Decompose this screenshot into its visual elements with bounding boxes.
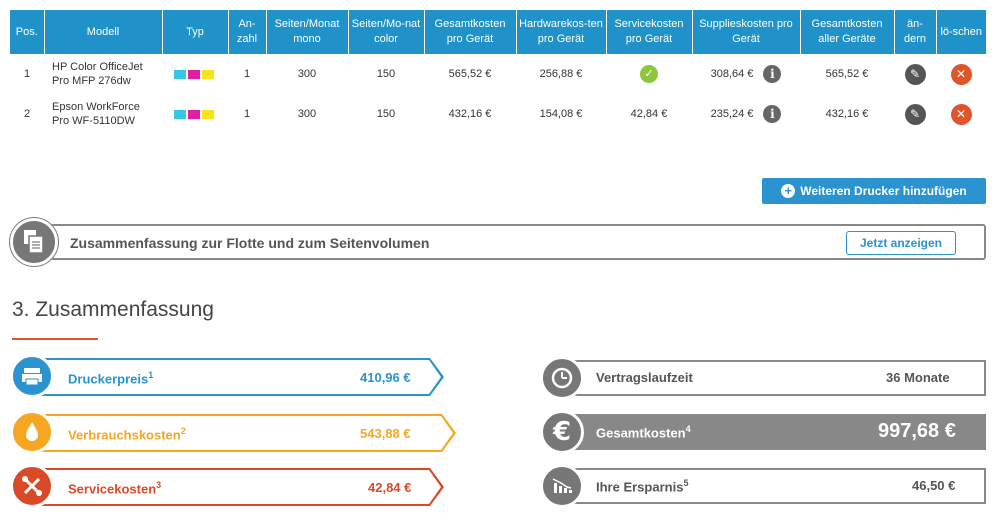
col-header-pages-mono: Seiten/Monat mono [266,10,349,54]
row-pages-color: 150 [376,68,396,80]
summary-consumables: Verbrauchskosten2 543,88 € [10,410,460,454]
summary-label: Ihre Ersparnis5 [596,478,689,495]
summary-label: Verbrauchskosten2 [68,426,186,443]
row-service: ✓ [606,54,692,94]
supplies-value: 235,24 € [710,107,754,120]
row-model: HP Color OfficeJet Pro MFP 276dw [52,61,143,87]
row-total-all: 565,52 € [825,68,869,80]
check-icon: ✓ [640,65,658,83]
info-icon[interactable]: i [763,65,782,83]
row-total-all: 432,16 € [825,108,869,120]
table-row: 2 Epson WorkForce Pro WF-5110DW 1 300 15… [10,94,986,134]
drop-icon [10,410,54,454]
col-header-total-all: Gesamtkosten aller Geräte [800,10,895,54]
plus-icon: + [781,184,796,198]
summary-value: 543,88 € [360,426,411,441]
delete-icon[interactable]: ✕ [950,63,972,85]
summary-value: 410,96 € [360,370,411,385]
row-service: 42,84 € [630,108,668,120]
summary-service: Servicekosten3 42,84 € [10,464,444,508]
summary-savings: Ihre Ersparnis5 46,50 € [540,464,986,508]
printer-table: Pos. Modell Typ An-zahl Seiten/Monat mon… [10,10,986,134]
yellow-swatch [202,109,214,119]
fleet-document-icon [10,218,58,266]
col-header-quantity: An-zahl [228,10,267,54]
col-header-pos: Pos. [10,10,45,54]
row-delete: ✕ [936,94,986,134]
summary-value: 36 Monate [886,370,950,385]
edit-icon[interactable]: ✎ [904,63,926,85]
row-quantity: 1 [243,108,251,120]
tools-icon [10,464,54,508]
row-model: Epson WorkForce Pro WF-5110DW [52,101,140,127]
row-quantity: 1 [243,68,251,80]
summary-printer-price: Druckerpreis1 410,96 € [10,354,444,398]
add-printer-button[interactable]: + Weiteren Drucker hinzufügen [762,178,986,204]
fleet-summary-bar: Zusammenfassung zur Flotte und zum Seite… [10,218,986,266]
euro-icon: € [540,410,584,454]
add-printer-label: Weiteren Drucker hinzufügen [800,184,967,198]
supplies-value: 308,64 € [710,67,754,80]
summary-value: 42,84 € [368,480,412,495]
col-header-service: Servicekosten pro Gerät [606,10,693,54]
col-header-delete: lö-schen [936,10,986,54]
row-supplies: 308,64 € i [692,54,800,94]
chart-down-icon [540,464,584,508]
summary-value: 46,50 € [912,478,956,493]
row-hardware: 154,08 € [539,108,583,120]
magenta-swatch [188,69,200,79]
row-pos: 2 [23,108,31,120]
table-row: 1 HP Color OfficeJet Pro MFP 276dw 1 300… [10,54,986,94]
summary-value: 997,68 € [878,420,956,442]
row-edit: ✎ [894,94,936,134]
info-icon[interactable]: i [763,105,782,123]
fleet-summary-label: Zusammenfassung zur Flotte und zum Seite… [70,235,430,251]
edit-icon[interactable]: ✎ [904,103,926,125]
row-type [162,54,228,94]
summary-label: Vertragslaufzeit [596,370,693,385]
summary-label: Servicekosten3 [68,480,162,497]
printer-icon [10,354,54,398]
row-delete: ✕ [936,54,986,94]
fleet-summary-box: Zusammenfassung zur Flotte und zum Seite… [50,224,986,260]
summary-label: Gesamtkosten4 [596,424,691,441]
summary-contract-term: Vertragslaufzeit 36 Monate [540,356,986,400]
delete-icon[interactable]: ✕ [950,103,972,125]
cyan-swatch [174,69,186,79]
col-header-model: Modell [44,10,163,54]
row-total-per-device: 565,52 € [448,68,492,80]
row-supplies: 235,24 € i [692,94,800,134]
col-header-pages-color: Seiten/Mo-nat color [348,10,425,54]
summary-label: Druckerpreis1 [68,370,154,387]
row-edit: ✎ [894,54,936,94]
summary-box [566,360,986,396]
row-type [162,94,228,134]
col-header-total-per-device: Gesamtkosten pro Gerät [424,10,517,54]
row-total-per-device: 432,16 € [448,108,492,120]
row-pages-color: 150 [376,108,396,120]
col-header-supplies: Supplieskosten pro Gerät [692,10,801,54]
section-title: 3. Zusammenfassung [12,298,214,321]
section-underline [12,338,98,340]
row-pages-mono: 300 [297,68,317,80]
show-now-button[interactable]: Jetzt anzeigen [846,231,956,255]
col-header-type: Typ [162,10,229,54]
row-hardware: 256,88 € [539,68,583,80]
summary-total-cost: € Gesamtkosten4 997,68 € [540,410,986,454]
yellow-swatch [202,69,214,79]
table-header-row: Pos. Modell Typ An-zahl Seiten/Monat mon… [10,10,986,54]
clock-icon [540,356,584,400]
col-header-edit: än-dern [894,10,937,54]
cyan-swatch [174,109,186,119]
row-pages-mono: 300 [297,108,317,120]
row-pos: 1 [23,68,31,80]
magenta-swatch [188,109,200,119]
col-header-hardware: Hardwarekos-ten pro Gerät [516,10,607,54]
